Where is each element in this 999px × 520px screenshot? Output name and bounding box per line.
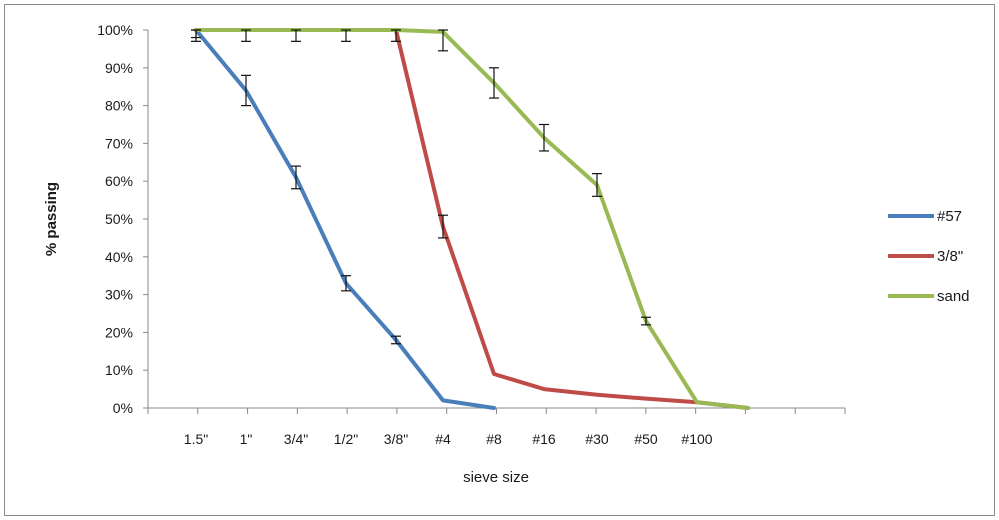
error-bar [191, 29, 201, 42]
y-tick-label: 100% [97, 22, 133, 38]
y-ticks: 0% 10% 20% 30% 40% 50% 60% 70% 80% 90% 100% [97, 22, 148, 416]
error-bar [592, 173, 602, 197]
error-bar [341, 29, 351, 42]
x-tick-label: #16 [532, 431, 556, 447]
error-bar [341, 275, 351, 292]
y-tick-label: 60% [105, 173, 133, 189]
y-tick-label: 0% [113, 400, 133, 416]
y-tick-label: 10% [105, 362, 133, 378]
series-line [394, 28, 750, 410]
x-axis-title: sieve size [463, 469, 529, 486]
error-bar [241, 29, 251, 42]
x-tick-label: 3/4" [284, 431, 308, 447]
y-tick-label: 20% [105, 324, 133, 340]
error-bar [291, 165, 301, 190]
legend-item: #57 [888, 208, 962, 225]
x-tick-label: 1.5" [184, 431, 208, 447]
series-line [194, 28, 750, 410]
legend-label: 3/8" [937, 248, 963, 265]
y-tick-label: 90% [105, 60, 133, 76]
x-tick-label: 3/8" [384, 431, 408, 447]
error-bar [641, 316, 651, 326]
error-bar [241, 74, 251, 107]
x-tick-label: 1/2" [334, 431, 358, 447]
error-bar [391, 335, 401, 345]
x-tick-label: #30 [585, 431, 609, 447]
error-bar [438, 29, 448, 52]
error-bar [391, 29, 401, 42]
error-bar [539, 123, 549, 152]
legend-label: sand [937, 288, 970, 305]
series-layer [194, 28, 750, 410]
x-tick-label: #4 [435, 431, 451, 447]
error-bar [489, 67, 499, 99]
legend-label: #57 [937, 208, 962, 225]
legend: #57 3/8" sand [888, 208, 970, 305]
x-tick-label: #50 [634, 431, 658, 447]
y-tick-label: 70% [105, 135, 133, 151]
legend-item: sand [888, 288, 970, 305]
x-ticks: 1.5" 1" 3/4" 1/2" 3/8" #4 #8 #16 #30 #50 #100 [147, 408, 846, 447]
x-tick-label: #100 [681, 431, 712, 447]
errorbar-layer [191, 29, 651, 345]
y-tick-label: 30% [105, 287, 133, 303]
x-tick-label: #8 [486, 431, 502, 447]
series-line [194, 28, 496, 410]
x-tick-label: 1" [240, 431, 253, 447]
error-bar [438, 214, 448, 239]
y-tick-label: 50% [105, 211, 133, 227]
legend-item: 3/8" [888, 248, 963, 265]
y-tick-label: 80% [105, 98, 133, 114]
y-tick-label: 40% [105, 249, 133, 265]
error-bar [291, 29, 301, 42]
y-axis-title: % passing [43, 182, 60, 256]
